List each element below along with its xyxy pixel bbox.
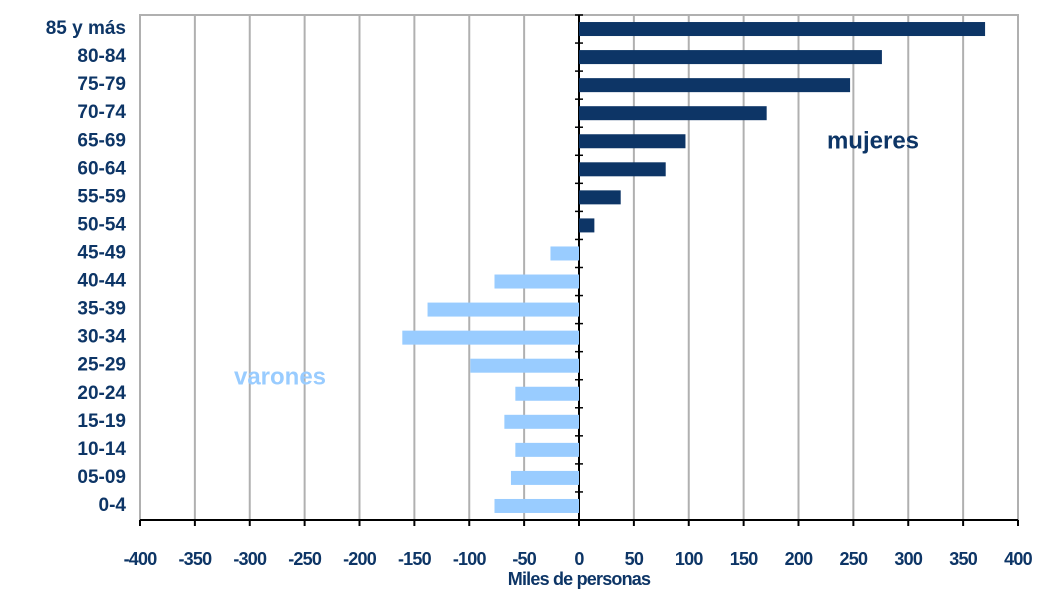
x-tick-label: 200 [785,549,813,569]
x-axis-title: Miles de personas [508,569,651,589]
bar [579,218,595,233]
series-label: mujeres [827,127,919,154]
series-label: varones [234,363,326,390]
bar [510,470,579,485]
x-tick-label: -300 [233,549,267,569]
y-tick-label: 75-79 [77,74,126,95]
x-tick-label: -50 [512,549,536,569]
x-tick-label: 100 [675,549,703,569]
x-tick-label: 150 [730,549,758,569]
y-tick-label: 35-39 [77,299,126,320]
bar [579,78,851,93]
x-tick-label: 350 [949,549,977,569]
bar [427,302,579,317]
bar [579,50,882,65]
bar [579,134,686,149]
x-tick-label: 0 [574,549,584,569]
x-tick-label: 250 [840,549,868,569]
y-tick-label: 55-59 [77,186,126,207]
y-tick-label: 85 y más [46,18,126,39]
x-tick-label: -400 [124,549,158,569]
y-tick-label: 20-24 [77,383,126,404]
bar [494,498,579,513]
bar [550,246,579,261]
x-tick-label: -250 [288,549,322,569]
bar [504,414,579,429]
bar [579,162,666,177]
y-tick-label: 80-84 [77,46,126,67]
bar [579,22,986,37]
y-tick-label: 15-19 [77,411,126,432]
y-tick-label: 50-54 [77,214,126,235]
bar [579,190,621,205]
x-tick-label: 50 [625,549,644,569]
y-tick-label: 45-49 [77,242,126,263]
x-tick-label: 300 [894,549,922,569]
y-tick-label: 60-64 [77,158,126,179]
bar [470,358,579,373]
x-tick-label: 400 [1004,549,1032,569]
x-tick-label: -100 [453,549,487,569]
y-tick-label: 25-29 [77,355,126,376]
y-tick-label: 40-44 [77,271,126,292]
x-tick-label: -200 [343,549,377,569]
bar [515,386,579,401]
bar [579,106,767,121]
bar [494,274,579,289]
bar [515,442,579,457]
y-tick-label: 0-4 [99,495,127,516]
y-tick-label: 70-74 [77,102,126,123]
y-tick-label: 65-69 [77,130,126,151]
bar [402,330,579,345]
x-tick-label: -150 [398,549,432,569]
y-tick-label: 05-09 [77,467,126,488]
y-tick-label: 30-34 [77,327,126,348]
x-tick-label: -350 [178,549,212,569]
y-tick-label: 10-14 [77,439,126,460]
